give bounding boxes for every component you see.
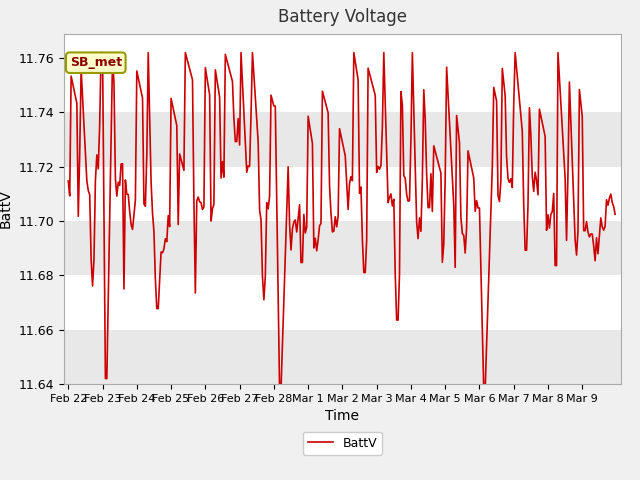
BattV [65,178,72,184]
Title: Battery Voltage: Battery Voltage [278,9,407,26]
BattV [611,211,619,217]
Bar [64,221,621,276]
Bar [64,112,621,167]
BattV [349,178,356,183]
BattV [610,204,618,209]
BattV [276,386,284,392]
Line: BattV: BattV [68,53,615,389]
BattV [102,376,109,382]
BattV [538,120,546,126]
Legend: BattV: BattV [303,432,382,455]
Y-axis label: BattV: BattV [0,190,13,228]
Text: SB_met: SB_met [70,56,122,69]
BattV [83,178,91,184]
BattV [457,215,465,220]
X-axis label: Time: Time [325,409,360,423]
BattV [97,50,105,56]
Bar [64,330,621,384]
